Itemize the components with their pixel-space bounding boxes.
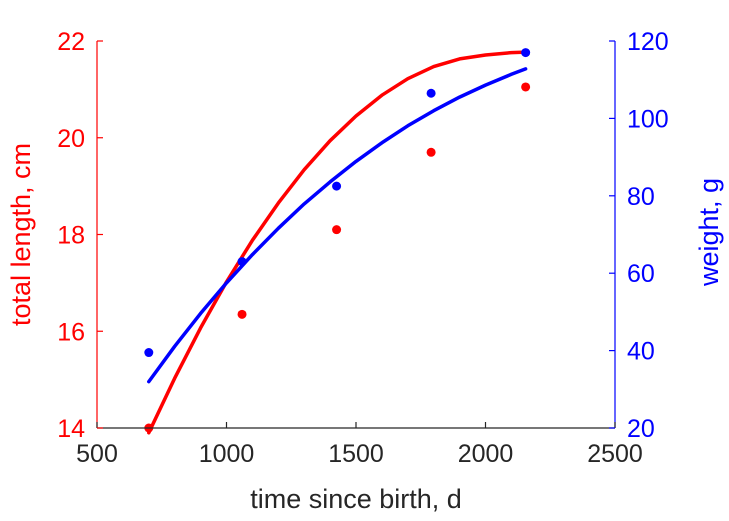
fit-line-right xyxy=(147,67,528,384)
fit-lines-layer xyxy=(147,50,528,435)
data-point-right xyxy=(237,257,247,267)
y-left-tick-label: 20 xyxy=(57,125,85,153)
y-right-tick-label: 20 xyxy=(627,415,655,443)
x-tick-label: 1500 xyxy=(328,440,384,468)
y-right-tick-label: 120 xyxy=(627,28,669,56)
data-point-left xyxy=(426,147,436,157)
y-right-tick-label: 100 xyxy=(627,105,669,133)
x-tick-label: 1000 xyxy=(199,440,255,468)
y-left-axis-title: total length, cm xyxy=(6,143,36,326)
data-point-left xyxy=(237,309,247,319)
y-left-tick-label: 16 xyxy=(57,318,85,346)
y-left-tick-label: 22 xyxy=(57,28,85,56)
y-right-tick-label: 60 xyxy=(627,260,655,288)
y-right-axis-title: weight, g xyxy=(694,178,724,287)
x-tick-label: 2000 xyxy=(458,440,514,468)
y-right-tick-label: 40 xyxy=(627,338,655,366)
ticks-layer: 500 1000 1500 2000 2500 14 16 18 20 22 20 40 60 80 100… xyxy=(57,28,669,468)
data-points-layer xyxy=(144,48,531,433)
y-left-tick-label: 14 xyxy=(57,415,85,443)
data-point-right xyxy=(521,48,531,58)
x-tick-label: 500 xyxy=(76,440,118,468)
x-axis-title: time since birth, d xyxy=(250,484,462,514)
y-left-tick-label: 18 xyxy=(57,222,85,250)
data-point-right xyxy=(426,88,436,98)
data-point-left xyxy=(521,82,531,92)
fit-line-left xyxy=(147,50,528,435)
x-tick-label: 2500 xyxy=(587,440,643,468)
axes-layer xyxy=(96,41,616,429)
data-point-right xyxy=(144,348,154,358)
data-point-left xyxy=(332,225,342,235)
y-right-tick-label: 80 xyxy=(627,183,655,211)
data-point-right xyxy=(332,181,342,191)
